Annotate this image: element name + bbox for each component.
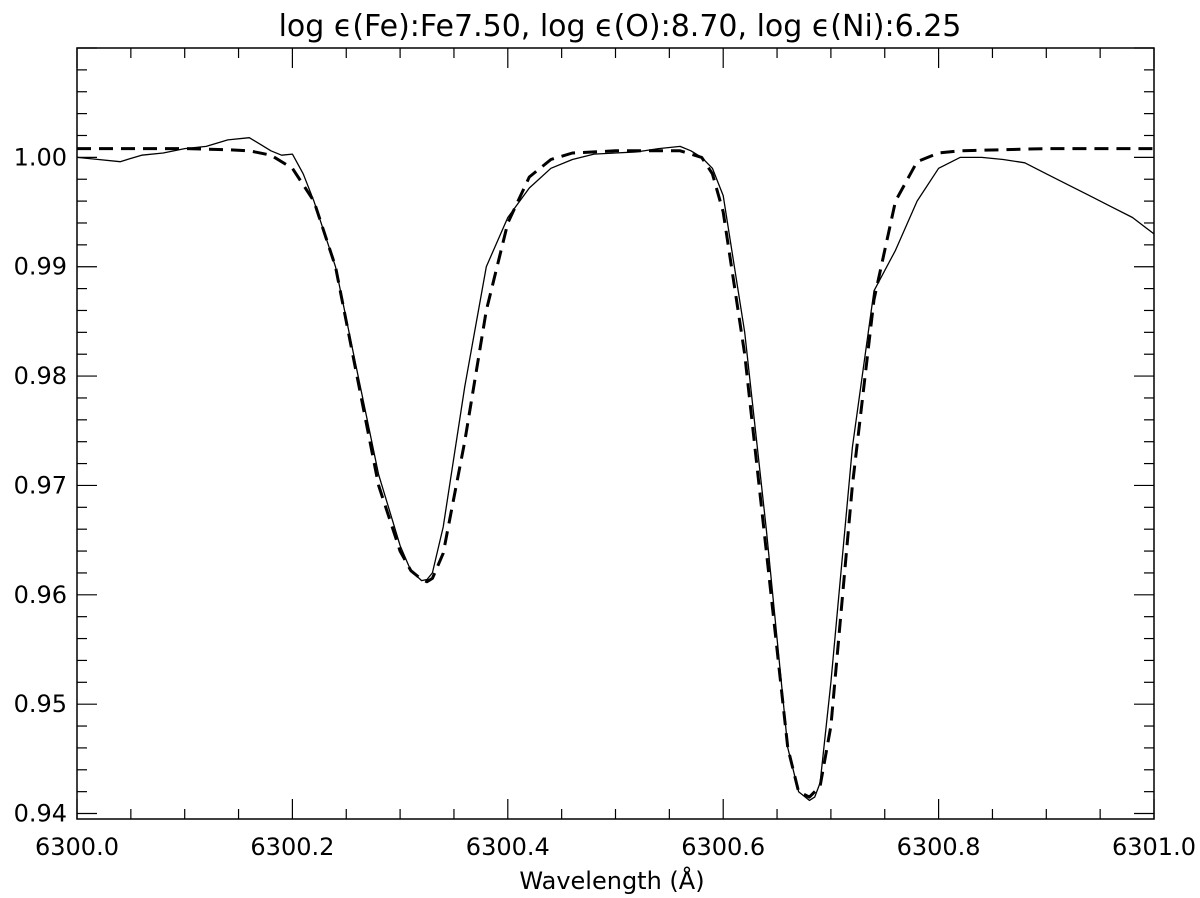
y-tick-label: 0.94 [14,800,67,828]
y-tick-label: 0.99 [14,253,67,281]
y-tick-label: 0.97 [14,471,67,499]
x-tick-label: 6300.0 [35,833,119,861]
series-layer [76,137,1155,802]
chart-title: log ϵ(Fe):Fe7.50, log ϵ(O):8.70, log ϵ(N… [279,9,962,44]
plot-frame [76,47,1155,820]
y-tick-label: 0.96 [14,581,67,609]
y-tick-label: 0.98 [14,362,67,390]
series-line-dashed [77,147,1154,799]
series-line-solid [76,137,1155,802]
x-tick-label: 6301.0 [1112,833,1196,861]
x-tick-label: 6300.8 [897,833,981,861]
y-tick-label: 1.00 [14,143,67,171]
y-tick-label: 0.95 [14,690,67,718]
tick-labels-layer: 6300.0 6300.2 6300.4 6300.6 6300.8 6301.0 0.94… [14,143,1196,861]
x-axis-label: Wavelength (Å) [519,866,704,895]
ticks-layer [76,47,1155,819]
x-tick-label: 6300.2 [250,833,334,861]
x-tick-label: 6300.4 [466,833,550,861]
x-tick-label: 6300.6 [681,833,765,861]
